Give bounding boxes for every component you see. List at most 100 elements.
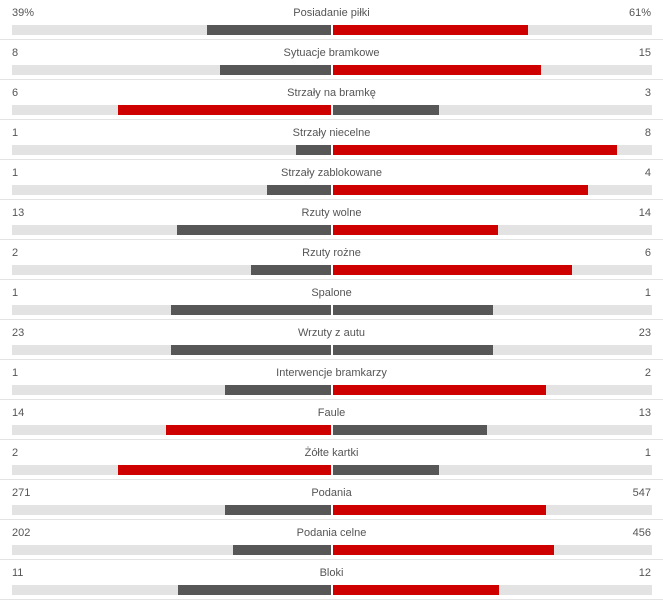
home-bar-track bbox=[12, 105, 331, 115]
home-bar-fill bbox=[296, 145, 331, 155]
home-bar-track bbox=[12, 305, 331, 315]
home-bar-track bbox=[12, 65, 331, 75]
home-value: 13 bbox=[12, 207, 25, 219]
home-value: 8 bbox=[12, 47, 19, 59]
stat-row: 23 Wrzuty z autu 23 bbox=[0, 320, 663, 360]
stat-row: 202 Podania celne 456 bbox=[0, 520, 663, 560]
home-value: 2 bbox=[12, 447, 19, 459]
home-bar-fill bbox=[251, 265, 331, 275]
home-bar-track bbox=[12, 345, 331, 355]
home-value: 39% bbox=[12, 7, 35, 19]
away-bar-track bbox=[333, 345, 652, 355]
home-bar-fill bbox=[171, 345, 331, 355]
stat-row: 14 Faule 13 bbox=[0, 400, 663, 440]
home-bar-track bbox=[12, 585, 331, 595]
home-value: 1 bbox=[12, 287, 19, 299]
home-value: 11 bbox=[12, 567, 24, 579]
home-bar-track bbox=[12, 385, 331, 395]
home-bar-track bbox=[12, 545, 331, 555]
away-bar-fill bbox=[333, 225, 498, 235]
stat-row: 6 Strzały na bramkę 3 bbox=[0, 80, 663, 120]
stat-row: 2 Rzuty rożne 6 bbox=[0, 240, 663, 280]
stat-name: Rzuty rożne bbox=[302, 247, 361, 259]
home-bar-track bbox=[12, 185, 331, 195]
home-value: 1 bbox=[12, 127, 19, 139]
home-bar-fill bbox=[267, 185, 331, 195]
away-bar-track bbox=[333, 305, 652, 315]
away-value: 8 bbox=[644, 127, 651, 139]
away-bar-track bbox=[333, 225, 652, 235]
away-bar-track bbox=[333, 505, 652, 515]
stat-name: Podania bbox=[311, 487, 352, 499]
stat-row: 1 Interwencje bramkarzy 2 bbox=[0, 360, 663, 400]
stat-name: Strzały zablokowane bbox=[281, 167, 382, 179]
away-bar-fill bbox=[333, 305, 493, 315]
away-value: 547 bbox=[632, 487, 651, 499]
away-value: 14 bbox=[638, 207, 651, 219]
stat-name: Strzały na bramkę bbox=[287, 87, 376, 99]
stat-row: 11 Bloki 12 bbox=[0, 560, 663, 600]
home-value: 1 bbox=[12, 367, 19, 379]
home-bar-fill bbox=[233, 545, 331, 555]
away-value: 6 bbox=[644, 247, 651, 259]
stat-name: Sytuacje bramkowe bbox=[283, 47, 380, 59]
away-value: 1 bbox=[644, 287, 651, 299]
home-bar-fill bbox=[220, 65, 331, 75]
home-bar-fill bbox=[166, 425, 331, 435]
away-bar-fill bbox=[333, 465, 439, 475]
away-bar-track bbox=[333, 145, 652, 155]
home-value: 2 bbox=[12, 247, 19, 259]
away-bar-track bbox=[333, 25, 652, 35]
home-bar-track bbox=[12, 465, 331, 475]
away-bar-track bbox=[333, 425, 652, 435]
away-bar-fill bbox=[333, 585, 499, 595]
away-bar-fill bbox=[333, 25, 528, 35]
home-bar-fill bbox=[178, 585, 331, 595]
away-value: 2 bbox=[644, 367, 651, 379]
away-value: 13 bbox=[638, 407, 651, 419]
away-value: 23 bbox=[638, 327, 651, 339]
away-bar-track bbox=[333, 185, 652, 195]
home-bar-track bbox=[12, 505, 331, 515]
home-value: 14 bbox=[12, 407, 25, 419]
away-bar-track bbox=[333, 385, 652, 395]
home-value: 23 bbox=[12, 327, 25, 339]
stat-name: Bloki bbox=[319, 567, 344, 579]
home-value: 6 bbox=[12, 87, 19, 99]
away-value: 3 bbox=[644, 87, 651, 99]
stat-row: 2 Żółte kartki 1 bbox=[0, 440, 663, 480]
stat-name: Spalone bbox=[311, 287, 352, 299]
home-bar-track bbox=[12, 25, 331, 35]
away-value: 4 bbox=[644, 167, 651, 179]
stat-name: Faule bbox=[317, 407, 346, 419]
away-value: 12 bbox=[638, 567, 651, 579]
home-bar-fill bbox=[225, 385, 331, 395]
away-bar-fill bbox=[333, 505, 546, 515]
stat-row: 1 Strzały zablokowane 4 bbox=[0, 160, 663, 200]
away-value: 456 bbox=[632, 527, 651, 539]
stat-row: 271 Podania 547 bbox=[0, 480, 663, 520]
stat-row: 8 Sytuacje bramkowe 15 bbox=[0, 40, 663, 80]
stat-row: 1 Spalone 1 bbox=[0, 280, 663, 320]
stat-name: Rzuty wolne bbox=[301, 207, 362, 219]
home-bar-track bbox=[12, 425, 331, 435]
away-bar-track bbox=[333, 585, 652, 595]
away-bar-fill bbox=[333, 265, 572, 275]
away-bar-track bbox=[333, 105, 652, 115]
away-value: 1 bbox=[644, 447, 651, 459]
away-bar-fill bbox=[333, 105, 439, 115]
home-bar-fill bbox=[177, 225, 331, 235]
away-value: 61% bbox=[628, 7, 651, 19]
home-bar-fill bbox=[171, 305, 331, 315]
stat-row: 13 Rzuty wolne 14 bbox=[0, 200, 663, 240]
stat-name: Interwencje bramkarzy bbox=[276, 367, 387, 379]
stat-name: Wrzuty z autu bbox=[297, 327, 366, 339]
stat-row: 1 Strzały niecelne 8 bbox=[0, 120, 663, 160]
home-value: 271 bbox=[12, 487, 31, 499]
away-bar-fill bbox=[333, 185, 588, 195]
home-bar-track bbox=[12, 265, 331, 275]
home-bar-track bbox=[12, 145, 331, 155]
home-bar-fill bbox=[207, 25, 331, 35]
away-bar-fill bbox=[333, 385, 546, 395]
